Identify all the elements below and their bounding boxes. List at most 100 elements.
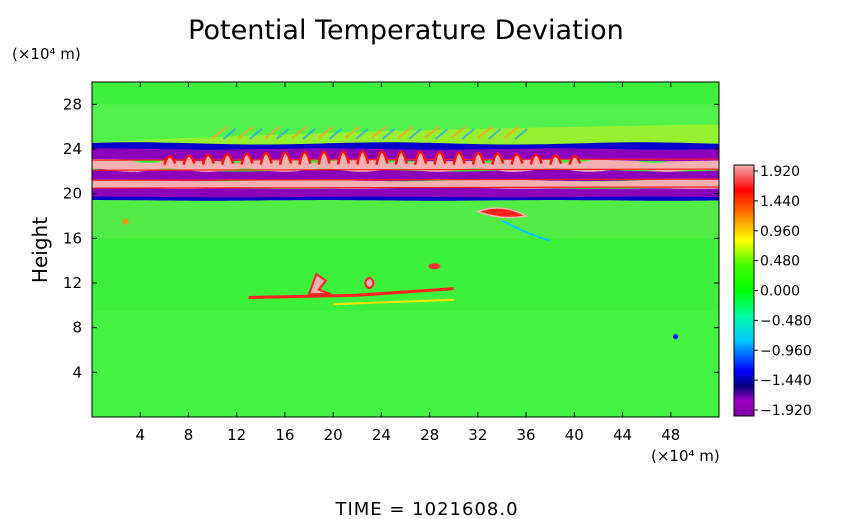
band-blue-top [92, 142, 719, 150]
anomaly-dot [673, 334, 679, 340]
wave-streak [222, 128, 237, 140]
band-edge-line [92, 168, 719, 171]
anomaly-12km-blob [364, 277, 375, 289]
wave-streak [381, 128, 396, 140]
x-tick-label: 24 [372, 426, 391, 444]
wave-streak [291, 125, 308, 139]
x-tick-label: 16 [275, 426, 294, 444]
y-tick-label: 12 [63, 274, 82, 292]
wave-streak [371, 125, 387, 139]
colorbar-tick-label: −1.920 [760, 403, 812, 419]
colorbar-tick-label: 0.960 [760, 224, 800, 240]
x-axis-unit: (×10⁴ m) [651, 447, 720, 465]
y-tick-label: 4 [72, 363, 82, 381]
wave-crest [491, 152, 505, 165]
colorbar-tick-label: −1.440 [760, 373, 812, 389]
wave-streak [238, 125, 255, 139]
y-tick-label: 28 [63, 95, 82, 113]
wave-crest [336, 150, 351, 165]
anomaly-12km-halo [333, 298, 454, 306]
x-tick-label: 8 [184, 426, 194, 444]
band-edge-line [92, 178, 719, 181]
wave-crest [356, 150, 370, 165]
y-tick-label: 16 [63, 229, 82, 247]
y-tick-label: 24 [63, 140, 82, 158]
x-tick-label: 32 [468, 426, 487, 444]
wave-crest [182, 154, 196, 165]
wave-streak [488, 128, 502, 140]
wave-streak [397, 125, 414, 139]
colorbar-tick-label: 0.000 [760, 284, 800, 300]
heatmap-field [92, 82, 719, 417]
anomaly-12km-line [248, 287, 454, 300]
wave-crest [278, 151, 293, 165]
x-tick-label: 28 [420, 426, 439, 444]
yellow-smear [92, 124, 719, 147]
field-lower-region [92, 310, 719, 417]
wave-streak [477, 125, 493, 139]
plot-frame [91, 81, 720, 418]
wave-streak [265, 125, 281, 139]
wave-crest [433, 150, 447, 165]
colorbar-ticks: 1.920 1.440 0.960 0.480 0.000 −0.480 −0.960 −1.… [754, 164, 812, 419]
wave-crest [317, 150, 331, 165]
wave-streak [249, 128, 263, 140]
x-axis: 4 8 12 16 20 24 28 32 36 40 44 48 [135, 82, 680, 444]
wave-crest [163, 155, 177, 166]
wave-streak [503, 125, 520, 139]
wave-streak [424, 125, 440, 139]
wave-streak [461, 128, 475, 140]
x-tick-label: 4 [135, 426, 145, 444]
wave-crest [548, 154, 563, 165]
band-pink-2 [92, 157, 719, 172]
y-tick-label: 20 [63, 185, 82, 203]
wave-streak [318, 125, 334, 139]
wave-streak [408, 128, 422, 140]
wave-streak [355, 128, 369, 140]
colorbar-tick-label: 1.440 [760, 194, 800, 210]
wave-crest [221, 153, 235, 165]
anomaly-17km-tail [501, 219, 551, 242]
wave-crest [259, 151, 273, 165]
band-edge-line [92, 186, 719, 189]
x-tick-label: 40 [565, 426, 584, 444]
colorbar-tick-label: −0.480 [760, 313, 812, 329]
wave-streak [302, 128, 316, 140]
wave-streak [328, 128, 343, 140]
wave-crest [413, 150, 428, 165]
wave-streak [450, 125, 467, 139]
wave-crest [568, 155, 582, 166]
wave-crest [201, 153, 215, 165]
wave-crest [510, 152, 524, 165]
wave-crests [163, 150, 582, 166]
x-tick-label: 44 [613, 426, 632, 444]
colorbar-tick-label: 1.920 [760, 164, 800, 180]
wave-streak [435, 128, 449, 140]
anomaly-17km [475, 207, 529, 219]
field-mid-region [92, 198, 719, 239]
band-purple-mid [92, 168, 719, 182]
time-label: TIME = 1021608.0 [334, 499, 518, 519]
band-purple-bottom [92, 187, 719, 198]
colorbar-tick-label: 0.480 [760, 254, 800, 270]
wave-crest [298, 150, 312, 165]
wave-streak [344, 125, 361, 139]
wave-crest [529, 153, 543, 165]
colorbar-tick-label: −0.960 [760, 343, 812, 359]
wave-streak [211, 125, 228, 139]
chart-title: Potential Temperature Deviation [188, 15, 624, 46]
wave-crest [471, 151, 486, 165]
wave-streak [514, 128, 528, 140]
y-axis-unit: (×10⁴ m) [12, 45, 81, 63]
wave-crest [240, 152, 254, 165]
y-axis-label: Height [28, 217, 52, 283]
y-tick-label: 8 [72, 319, 82, 337]
x-tick-label: 48 [661, 426, 680, 444]
wave-crest [375, 150, 389, 165]
band-pink-1 [92, 179, 719, 189]
x-tick-label: 12 [227, 426, 246, 444]
anomaly-12km-blob [428, 263, 441, 270]
wave-crest [394, 150, 408, 165]
y-axis: 4 8 12 16 20 24 28 [63, 95, 719, 381]
